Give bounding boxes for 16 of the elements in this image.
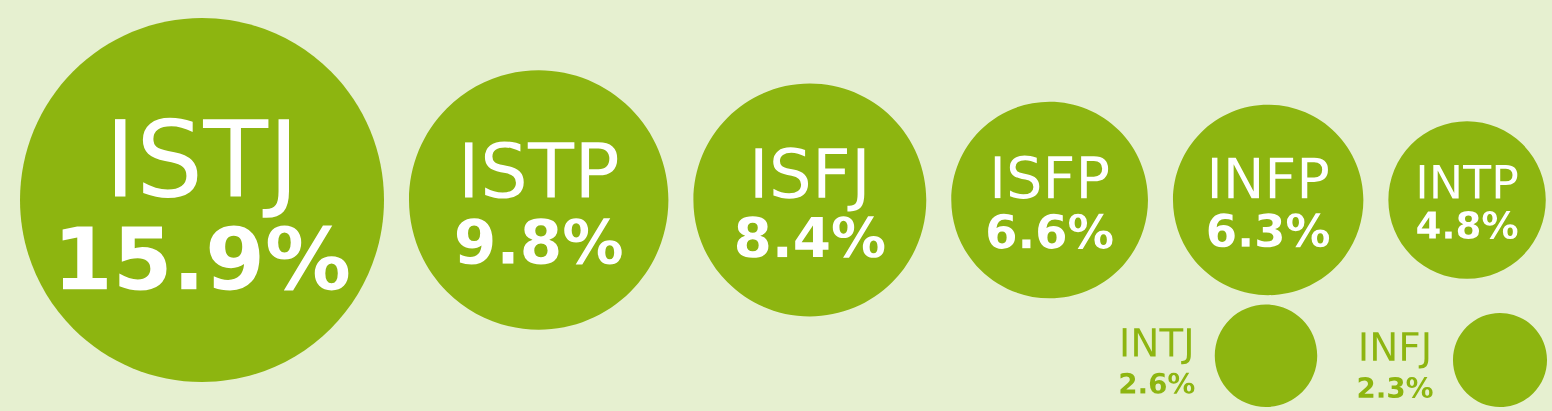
data-label: 6.6%	[988, 213, 1113, 249]
category-label: INFJ	[1361, 332, 1429, 369]
data-label: 2.3%	[1358, 377, 1433, 399]
category-label: ISTJ	[114, 117, 289, 218]
category-label: ISFP	[994, 155, 1109, 199]
category-label: INTP	[1419, 165, 1518, 199]
category-label: ISTP	[465, 141, 618, 199]
category-label: ISFJ	[755, 147, 865, 212]
data-label: 4.8%	[1417, 211, 1518, 240]
data-label: 2.6%	[1120, 372, 1195, 394]
data-label: 6.3%	[1208, 213, 1330, 248]
category-label: INTJ	[1122, 328, 1191, 365]
data-label: 15.9%	[62, 225, 349, 291]
category-label: INFP	[1211, 157, 1328, 199]
data-label: 9.8%	[456, 218, 622, 265]
data-label: 8.4%	[736, 216, 885, 258]
